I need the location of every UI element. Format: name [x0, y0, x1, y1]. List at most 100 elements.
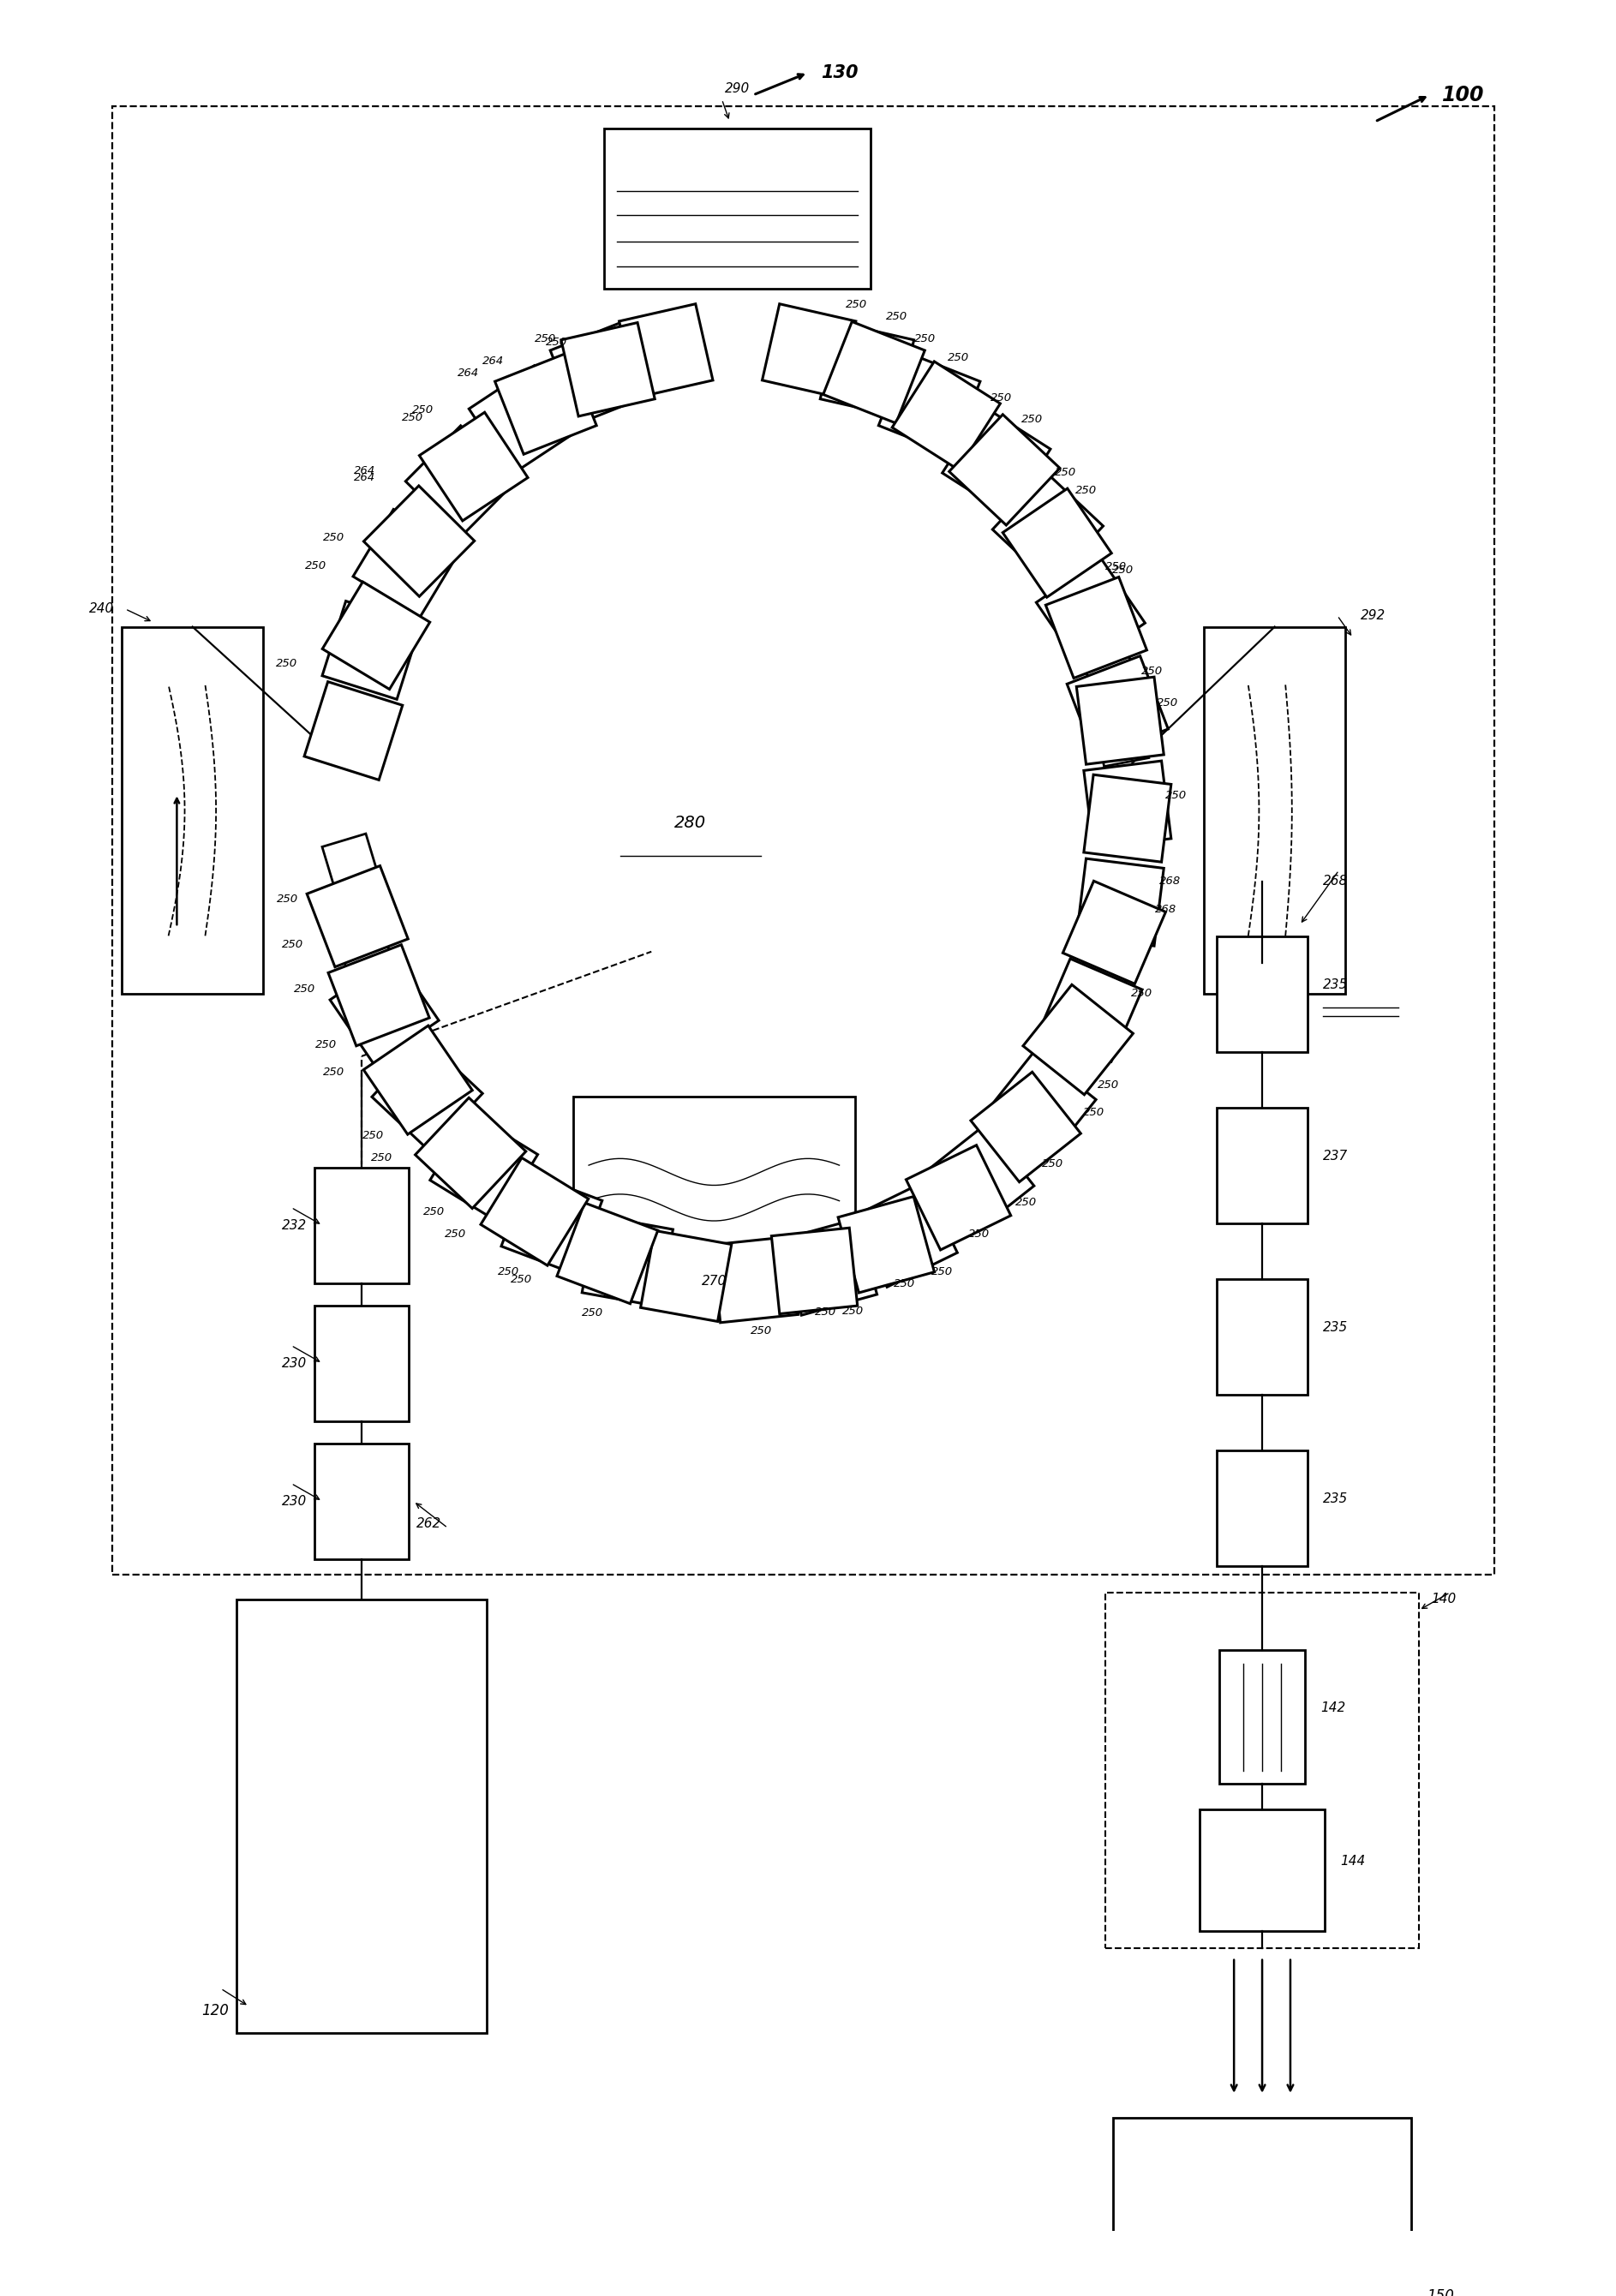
Polygon shape: [330, 955, 440, 1065]
Text: 250: 250: [582, 1306, 603, 1318]
Text: 250: 250: [511, 1274, 532, 1286]
Polygon shape: [987, 1102, 1052, 1166]
Text: 250: 250: [1165, 790, 1186, 801]
Polygon shape: [1036, 558, 1146, 668]
Bar: [604, 129, 871, 289]
Polygon shape: [501, 1173, 603, 1274]
Polygon shape: [587, 338, 645, 395]
Polygon shape: [448, 429, 512, 494]
Text: 250: 250: [402, 413, 423, 422]
Polygon shape: [516, 1189, 575, 1249]
Polygon shape: [322, 581, 430, 689]
Polygon shape: [1076, 677, 1164, 765]
Text: 250: 250: [814, 1306, 835, 1318]
Polygon shape: [907, 1146, 1012, 1249]
Polygon shape: [582, 1215, 672, 1306]
Polygon shape: [402, 487, 465, 551]
Polygon shape: [352, 510, 461, 618]
Bar: [1218, 1651, 1306, 1784]
Text: 250: 250: [370, 1153, 393, 1164]
Text: 250: 250: [323, 533, 344, 544]
Polygon shape: [853, 1182, 957, 1288]
Polygon shape: [328, 944, 430, 1047]
Polygon shape: [336, 928, 399, 990]
Polygon shape: [1049, 1006, 1109, 1065]
Bar: [113, 106, 1493, 1575]
Polygon shape: [1023, 985, 1133, 1095]
Text: 290: 290: [726, 83, 750, 94]
Polygon shape: [551, 321, 651, 422]
Polygon shape: [920, 1171, 983, 1233]
Polygon shape: [367, 1008, 430, 1075]
Text: 250: 250: [323, 1065, 344, 1077]
Text: 250: 250: [886, 312, 908, 321]
Bar: [574, 1095, 855, 1247]
Polygon shape: [997, 468, 1060, 533]
Polygon shape: [304, 682, 402, 781]
Polygon shape: [1089, 691, 1149, 751]
Polygon shape: [894, 372, 950, 427]
Text: 250: 250: [362, 1130, 385, 1141]
Polygon shape: [986, 1052, 1096, 1162]
Polygon shape: [861, 1212, 921, 1272]
Bar: [1217, 1107, 1307, 1224]
Polygon shape: [558, 1203, 658, 1304]
Polygon shape: [364, 487, 475, 597]
Polygon shape: [937, 1155, 1002, 1219]
Polygon shape: [1046, 576, 1147, 677]
Text: 250: 250: [546, 338, 567, 349]
Polygon shape: [331, 895, 388, 951]
Text: 250: 250: [315, 1040, 336, 1052]
Bar: [1204, 627, 1345, 994]
Text: 268: 268: [1324, 875, 1348, 889]
Polygon shape: [790, 328, 842, 379]
Text: 250: 250: [947, 351, 970, 363]
Polygon shape: [963, 429, 1028, 494]
Bar: [1217, 1279, 1307, 1394]
Text: 250: 250: [1015, 1196, 1036, 1208]
Text: 250: 250: [498, 1265, 520, 1277]
Text: 250: 250: [305, 560, 326, 572]
Text: 262: 262: [417, 1518, 441, 1529]
Polygon shape: [448, 1130, 511, 1194]
Text: 142: 142: [1320, 1701, 1346, 1715]
Polygon shape: [949, 413, 1010, 475]
Text: 250: 250: [535, 333, 556, 344]
Text: 250: 250: [750, 1325, 772, 1336]
Polygon shape: [393, 1058, 457, 1123]
Bar: [315, 1444, 409, 1559]
Polygon shape: [1084, 774, 1172, 861]
Polygon shape: [414, 468, 478, 533]
Polygon shape: [415, 1097, 525, 1208]
Polygon shape: [834, 342, 886, 393]
Text: 100: 100: [1441, 85, 1485, 106]
Polygon shape: [464, 413, 528, 475]
Text: 230: 230: [281, 1495, 307, 1508]
Text: 250: 250: [1097, 1079, 1118, 1091]
Polygon shape: [640, 1231, 732, 1322]
Polygon shape: [1063, 882, 1165, 985]
Polygon shape: [503, 381, 566, 445]
Polygon shape: [1010, 487, 1075, 551]
Polygon shape: [1039, 960, 1143, 1061]
Polygon shape: [585, 1226, 640, 1283]
Text: 250: 250: [276, 893, 299, 905]
Text: 264: 264: [354, 473, 375, 482]
Polygon shape: [477, 1157, 537, 1219]
Polygon shape: [1084, 760, 1172, 847]
Polygon shape: [522, 370, 583, 429]
Polygon shape: [364, 1026, 472, 1134]
Text: 150: 150: [1427, 2287, 1454, 2296]
Polygon shape: [821, 324, 915, 416]
Bar: [1217, 1451, 1307, 1566]
Polygon shape: [494, 354, 596, 455]
Polygon shape: [619, 303, 713, 397]
Polygon shape: [1070, 951, 1130, 1013]
Text: 250: 250: [294, 983, 315, 994]
Polygon shape: [543, 1208, 600, 1263]
Text: 250: 250: [1083, 1107, 1105, 1118]
Text: 268: 268: [1155, 905, 1176, 914]
Polygon shape: [881, 1199, 944, 1261]
Text: 240: 240: [89, 602, 115, 615]
Text: 235: 235: [1324, 1492, 1348, 1506]
